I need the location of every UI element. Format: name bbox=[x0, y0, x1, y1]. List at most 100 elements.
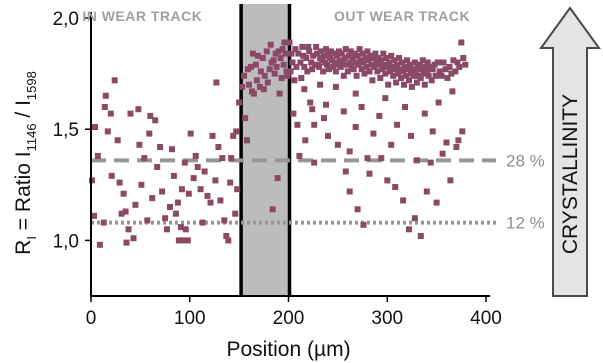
data-point bbox=[384, 177, 391, 184]
data-point bbox=[323, 46, 329, 53]
x-tick-label: 0 bbox=[86, 308, 97, 329]
data-point bbox=[92, 124, 98, 130]
data-point bbox=[286, 39, 293, 46]
data-point bbox=[340, 108, 347, 115]
data-point bbox=[282, 50, 289, 57]
data-point bbox=[450, 57, 457, 64]
data-point bbox=[436, 68, 443, 75]
data-point bbox=[408, 83, 415, 90]
data-point bbox=[108, 172, 115, 179]
data-point bbox=[392, 184, 399, 190]
data-point bbox=[299, 43, 306, 50]
crystallinity-arrow: CRYSTALLINITY bbox=[539, 6, 601, 297]
data-point bbox=[170, 172, 177, 179]
data-point bbox=[301, 63, 308, 70]
data-point bbox=[187, 130, 194, 137]
data-point bbox=[379, 66, 386, 73]
data-point bbox=[250, 90, 257, 97]
data-point bbox=[448, 70, 455, 77]
data-point bbox=[263, 48, 270, 55]
data-point bbox=[127, 110, 134, 117]
data-point bbox=[347, 48, 354, 55]
data-point bbox=[157, 144, 164, 150]
data-point bbox=[290, 110, 297, 117]
data-point bbox=[449, 88, 456, 95]
data-point bbox=[418, 66, 425, 73]
data-point bbox=[278, 75, 285, 81]
data-point bbox=[101, 104, 108, 110]
data-point bbox=[400, 68, 407, 75]
data-point bbox=[323, 101, 329, 108]
data-point bbox=[295, 50, 302, 57]
data-point bbox=[346, 59, 353, 66]
data-point bbox=[301, 86, 308, 93]
data-point bbox=[249, 50, 256, 57]
data-point bbox=[349, 55, 356, 61]
data-point bbox=[372, 50, 379, 57]
y-tick-label: 1,5 bbox=[53, 120, 79, 141]
data-point bbox=[326, 66, 332, 73]
data-point bbox=[149, 195, 156, 202]
data-point bbox=[442, 66, 449, 73]
data-point bbox=[217, 197, 224, 204]
data-point bbox=[391, 57, 398, 64]
data-point bbox=[400, 197, 407, 204]
data-point bbox=[361, 70, 368, 77]
y-tick-label: 1,0 bbox=[53, 231, 79, 252]
data-point bbox=[215, 144, 222, 150]
data-point bbox=[354, 206, 361, 213]
data-point bbox=[185, 190, 192, 197]
data-point bbox=[181, 159, 188, 166]
data-point bbox=[376, 61, 383, 68]
data-point bbox=[342, 168, 349, 175]
data-point bbox=[366, 170, 373, 177]
data-point bbox=[377, 75, 384, 81]
data-point bbox=[199, 219, 206, 226]
data-point bbox=[284, 72, 291, 79]
data-point bbox=[264, 79, 271, 86]
data-point bbox=[232, 210, 239, 217]
data-point bbox=[184, 237, 191, 244]
data-point bbox=[376, 112, 383, 119]
data-point bbox=[104, 128, 111, 135]
x-tick-label: 100 bbox=[174, 308, 206, 329]
data-point bbox=[123, 239, 130, 246]
data-point bbox=[130, 235, 137, 242]
data-point bbox=[438, 72, 445, 79]
data-point bbox=[246, 81, 252, 88]
data-point bbox=[383, 55, 390, 61]
data-point bbox=[382, 70, 389, 77]
data-point bbox=[352, 90, 359, 97]
data-point bbox=[358, 66, 365, 73]
data-point bbox=[242, 115, 249, 122]
data-point bbox=[433, 199, 440, 206]
data-point bbox=[234, 186, 241, 193]
data-point bbox=[403, 72, 409, 79]
data-point bbox=[314, 50, 321, 57]
data-point bbox=[296, 152, 303, 159]
data-point bbox=[273, 63, 280, 70]
x-tick-label: 300 bbox=[371, 308, 403, 329]
data-point bbox=[455, 137, 462, 144]
data-point bbox=[382, 95, 389, 102]
data-point bbox=[303, 55, 310, 61]
data-point bbox=[276, 90, 283, 97]
data-point bbox=[460, 55, 467, 61]
data-point bbox=[212, 177, 219, 184]
data-point bbox=[320, 68, 327, 75]
tick-labels: 0 100 200 300 400 1,0 1,5 2,0 bbox=[53, 9, 502, 329]
data-point bbox=[444, 75, 451, 81]
data-point bbox=[141, 155, 148, 162]
data-point bbox=[281, 39, 288, 46]
data-point bbox=[407, 61, 413, 68]
data-point bbox=[154, 164, 161, 170]
data-point bbox=[279, 46, 286, 53]
data-point bbox=[298, 75, 305, 81]
data-point bbox=[257, 68, 264, 75]
data-point bbox=[261, 72, 268, 79]
y-label-subscript: 1146 bbox=[24, 123, 39, 151]
crystallinity-arrow-shape bbox=[539, 6, 601, 297]
data-point bbox=[356, 46, 363, 53]
data-point bbox=[269, 206, 276, 213]
